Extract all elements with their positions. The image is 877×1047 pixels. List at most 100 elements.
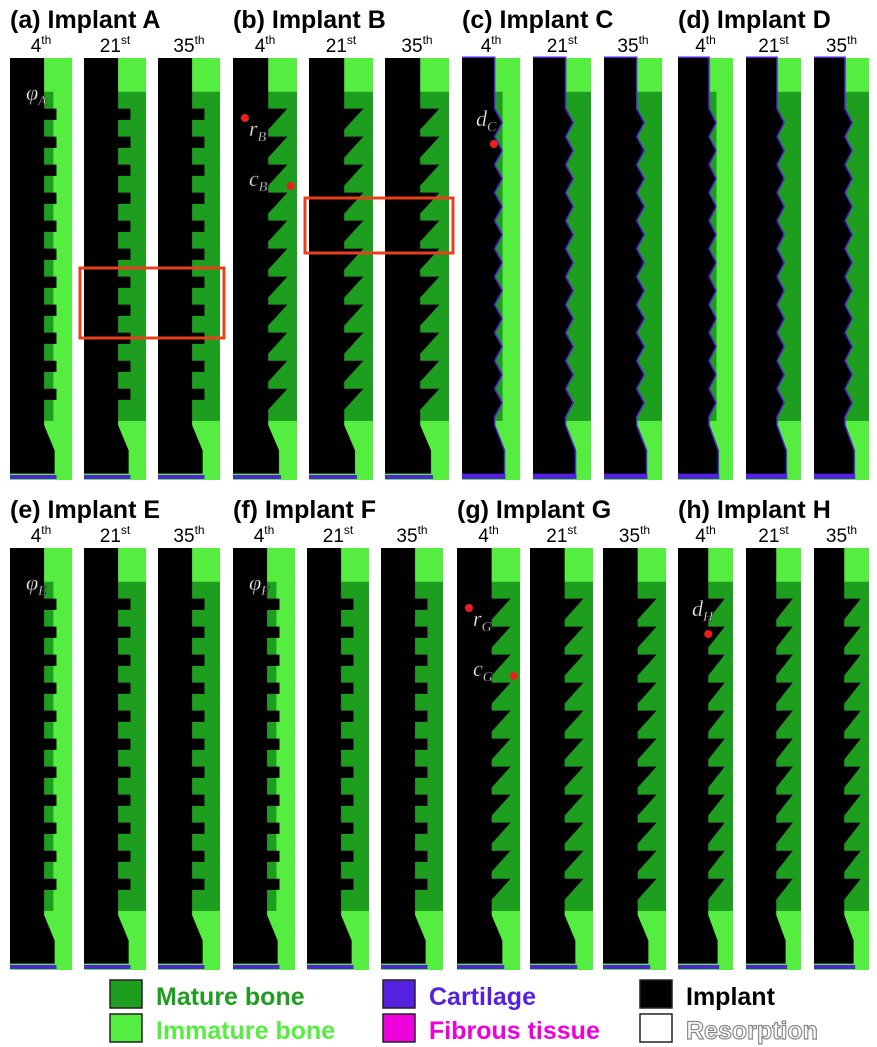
cartilage-base: [10, 965, 57, 969]
day-label: 35th: [401, 33, 432, 57]
panel-title: (f) Implant F: [233, 496, 376, 524]
day-number: 4: [31, 526, 42, 547]
day-number: 21: [758, 526, 779, 547]
day-suffix: th: [706, 523, 716, 537]
day-label: 35th: [619, 523, 650, 547]
day-suffix: st: [567, 523, 577, 537]
cartilage-base: [84, 475, 131, 479]
day-label: 35th: [173, 523, 204, 547]
day-label: 4th: [695, 523, 716, 547]
day-label: 21st: [758, 33, 789, 57]
cartilage-base: [233, 475, 281, 479]
day-number: 4: [478, 526, 489, 547]
legend-swatch: [640, 1014, 672, 1042]
day-suffix: th: [489, 523, 499, 537]
day-suffix: th: [640, 523, 650, 537]
panel-title: (d) Implant D: [678, 6, 831, 34]
legend-label: Implant: [686, 983, 776, 1011]
cartilage-base: [309, 475, 357, 479]
annotation-symbol: φ: [26, 80, 38, 105]
cartilage-base: [457, 965, 504, 969]
day-suffix: th: [195, 523, 205, 537]
marker: [704, 630, 712, 638]
day-label: 4th: [255, 33, 276, 57]
panel-title: (h) Implant H: [678, 496, 831, 524]
day-label: 21st: [546, 523, 577, 547]
day-label: 4th: [478, 523, 499, 547]
day-number: 35: [173, 526, 194, 547]
day-number: 35: [826, 526, 847, 547]
legend-label: Cartilage: [429, 983, 536, 1011]
marker: [510, 672, 518, 680]
panel-title: (e) Implant E: [10, 496, 160, 524]
day-suffix: th: [639, 33, 649, 47]
day-label: 21st: [323, 523, 354, 547]
cartilage-base: [233, 965, 280, 969]
day-label: 35th: [826, 523, 857, 547]
day-number: 21: [100, 526, 121, 547]
day-suffix: st: [121, 523, 131, 537]
annotation-subscript: G: [482, 620, 492, 635]
panel-title: (c) Implant C: [462, 6, 613, 34]
legend-swatch: [110, 980, 142, 1008]
cartilage-base: [84, 965, 131, 969]
day-suffix: th: [423, 33, 433, 47]
annotation-symbol: c: [473, 656, 483, 681]
day-label: 21st: [100, 33, 131, 57]
day-number: 35: [826, 36, 847, 57]
day-label: 4th: [695, 33, 716, 57]
day-number: 35: [617, 36, 638, 57]
cartilage-base: [530, 965, 577, 969]
day-suffix: th: [264, 523, 274, 537]
marker: [465, 604, 473, 612]
annotation-symbol: φ: [26, 570, 38, 595]
day-number: 21: [547, 36, 568, 57]
day-label: 35th: [617, 33, 648, 57]
day-suffix: th: [41, 33, 51, 47]
day-number: 21: [326, 36, 347, 57]
day-number: 4: [481, 36, 492, 57]
annotation-subscript: A: [37, 94, 47, 109]
annotation-subscript: B: [259, 180, 268, 195]
cartilage-base: [678, 965, 719, 969]
day-suffix: th: [706, 33, 716, 47]
day-label: 35th: [826, 33, 857, 57]
cartilage-base: [385, 475, 433, 479]
marker: [490, 140, 498, 148]
day-number: 4: [255, 36, 266, 57]
day-label: 21st: [326, 33, 357, 57]
cartilage-base: [814, 965, 855, 969]
day-suffix: st: [344, 523, 354, 537]
annotation-subscript: C: [487, 120, 497, 135]
legend-swatch: [383, 980, 415, 1008]
day-number: 21: [100, 36, 121, 57]
day-number: 4: [695, 526, 706, 547]
day-suffix: th: [847, 523, 857, 537]
day-label: 21st: [758, 523, 789, 547]
day-suffix: st: [347, 33, 357, 47]
panel-title: (b) Implant B: [233, 6, 386, 34]
figure: (a) Implant A4th21st35thφA(b) Implant B4…: [0, 0, 877, 1047]
cartilage-base: [604, 475, 648, 479]
cartilage-base: [678, 475, 719, 479]
legend-label: Fibrous tissue: [429, 1017, 600, 1045]
day-suffix: st: [121, 33, 131, 47]
legend-label: Resorption: [686, 1017, 818, 1045]
legend-label: Immature bone: [156, 1017, 335, 1045]
day-suffix: st: [779, 33, 789, 47]
cartilage-base: [746, 965, 787, 969]
day-label: 4th: [254, 523, 275, 547]
cartilage-base: [814, 475, 855, 479]
cartilage-base: [381, 965, 428, 969]
day-number: 21: [758, 36, 779, 57]
annotation-subscript: E: [37, 584, 47, 599]
day-number: 4: [254, 526, 265, 547]
day-number: 4: [695, 36, 706, 57]
day-suffix: st: [779, 523, 789, 537]
day-number: 35: [173, 36, 194, 57]
day-number: 21: [323, 526, 344, 547]
day-number: 21: [546, 526, 567, 547]
day-suffix: th: [418, 523, 428, 537]
day-label: 35th: [396, 523, 427, 547]
legend-swatch: [640, 980, 672, 1008]
